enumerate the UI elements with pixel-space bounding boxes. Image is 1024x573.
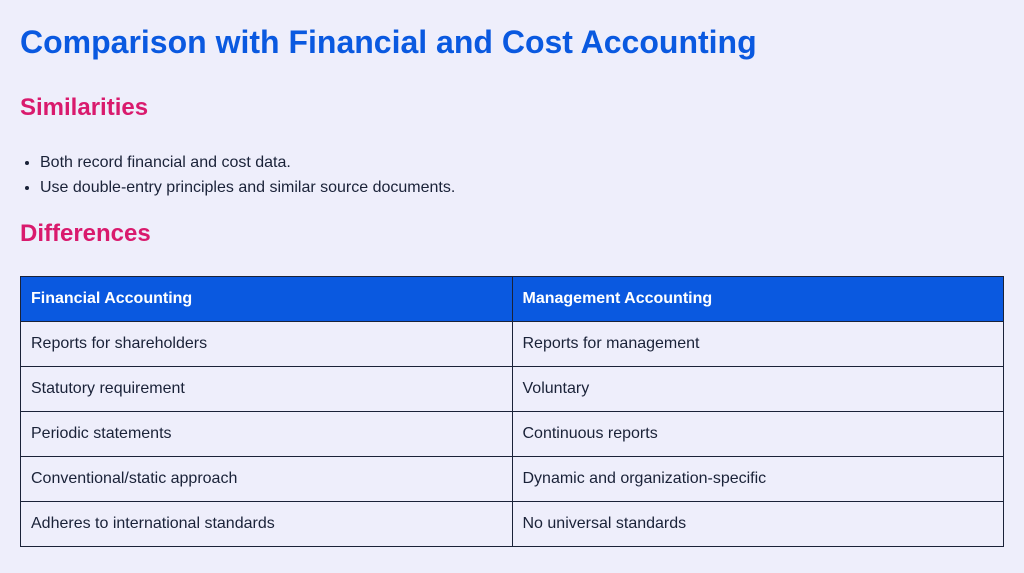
differences-table: Financial Accounting Management Accounti… bbox=[20, 276, 1004, 547]
table-cell: Reports for shareholders bbox=[20, 321, 513, 367]
table-cell: No universal standards bbox=[511, 501, 1004, 547]
table-cell: Periodic statements bbox=[20, 411, 513, 457]
table-cell: Voluntary bbox=[511, 366, 1004, 412]
page-title: Comparison with Financial and Cost Accou… bbox=[20, 24, 757, 60]
table-row: Conventional/static approach Dynamic and… bbox=[20, 456, 1004, 502]
table-row: Reports for shareholders Reports for man… bbox=[20, 321, 1004, 367]
similarities-list: Both record financial and cost data. Use… bbox=[20, 150, 455, 200]
table-row: Statutory requirement Voluntary bbox=[20, 366, 1004, 412]
table-cell: Adheres to international standards bbox=[20, 501, 513, 547]
table-cell: Statutory requirement bbox=[20, 366, 513, 412]
table-cell: Reports for management bbox=[511, 321, 1004, 367]
table-row: Periodic statements Continuous reports bbox=[20, 411, 1004, 457]
similarities-heading: Similarities bbox=[20, 94, 149, 121]
column-header-financial: Financial Accounting bbox=[20, 276, 513, 322]
column-header-management: Management Accounting bbox=[511, 276, 1004, 322]
list-item: Both record financial and cost data. bbox=[40, 150, 455, 175]
table-cell: Dynamic and organization-specific bbox=[511, 456, 1004, 502]
table-header-row: Financial Accounting Management Accounti… bbox=[20, 276, 1004, 322]
differences-heading: Differences bbox=[20, 220, 151, 247]
table-cell: Conventional/static approach bbox=[20, 456, 513, 502]
table-row: Adheres to international standards No un… bbox=[20, 501, 1004, 547]
list-item: Use double-entry principles and similar … bbox=[40, 175, 455, 200]
table-cell: Continuous reports bbox=[511, 411, 1004, 457]
